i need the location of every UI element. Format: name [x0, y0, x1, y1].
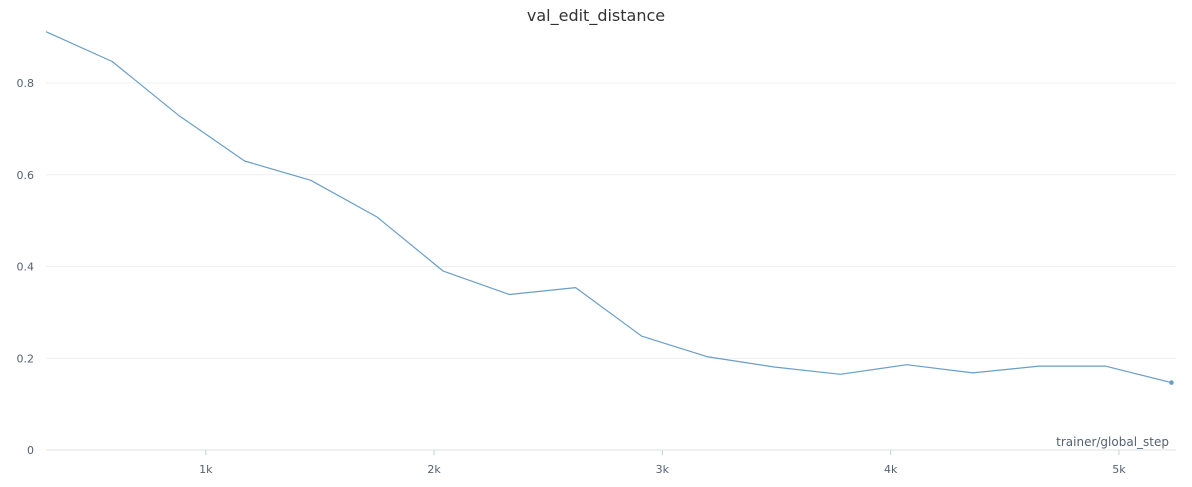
data-point[interactable]	[177, 114, 180, 117]
data-point[interactable]	[1104, 365, 1107, 368]
data-point[interactable]	[640, 335, 643, 338]
axes: 0 0.2 0.4 0.6 0.8 1k 2k 3k 4k 5k	[17, 77, 1176, 476]
data-point[interactable]	[111, 60, 114, 63]
data-point[interactable]	[376, 215, 379, 218]
data-point[interactable]	[45, 30, 48, 33]
x-tick-label: 1k	[199, 463, 213, 476]
data-point[interactable]	[1038, 365, 1041, 368]
y-tick-label: 0	[27, 444, 34, 457]
data-point[interactable]	[707, 355, 710, 358]
data-point[interactable]	[773, 365, 776, 368]
y-tick-label: 0.8	[17, 77, 35, 90]
x-tick-label: 3k	[656, 463, 670, 476]
data-point[interactable]	[442, 270, 445, 273]
data-point[interactable]	[905, 363, 908, 366]
data-point[interactable]	[508, 293, 511, 296]
x-tick-label: 2k	[427, 463, 441, 476]
series-layer	[45, 30, 1174, 385]
data-point[interactable]	[839, 373, 842, 376]
data-point[interactable]	[574, 286, 577, 289]
y-tick-label: 0.4	[17, 261, 35, 274]
last-point-marker[interactable]	[1169, 380, 1174, 385]
x-axis-label: trainer/global_step	[1056, 435, 1169, 449]
grid-lines	[46, 82, 1176, 359]
x-tick-label: 5k	[1112, 463, 1126, 476]
data-point[interactable]	[971, 371, 974, 374]
data-point[interactable]	[243, 160, 246, 163]
chart-title: val_edit_distance	[526, 6, 666, 25]
y-tick-label: 0.6	[17, 169, 35, 182]
data-point[interactable]	[309, 179, 312, 182]
y-tick-label: 0.2	[17, 352, 35, 365]
series-line	[45, 31, 1172, 384]
x-tick-label: 4k	[884, 463, 898, 476]
